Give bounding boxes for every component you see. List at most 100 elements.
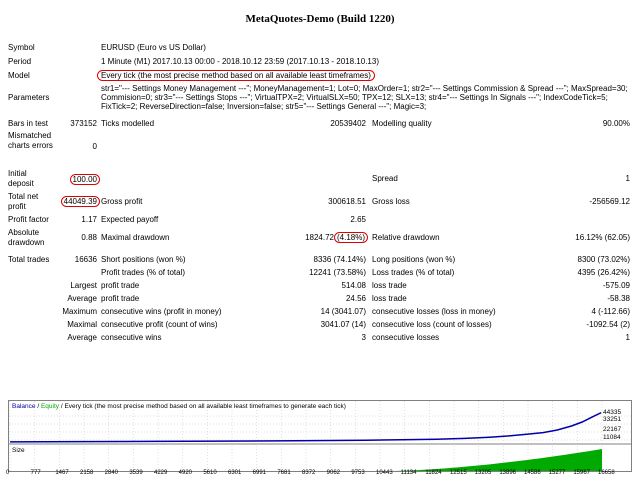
legend-rest: / Every tick (the most precise method ba… xyxy=(60,403,346,410)
x-tick-label: 777 xyxy=(30,470,41,476)
symbol-value: EURUSD (Euro vs US Dollar) xyxy=(101,43,206,52)
total-trades-label: Total trades xyxy=(8,255,50,264)
maximal-loss-label: consecutive loss (count of losses) xyxy=(372,320,492,329)
x-tick-label: 4920 xyxy=(178,470,193,476)
loss-trades-label: Loss trades (% of total) xyxy=(372,268,455,277)
largest-loss-label: loss trade xyxy=(372,281,407,290)
x-tick-label: 8372 xyxy=(302,470,316,476)
model-label: Model xyxy=(8,71,30,80)
avg-cons-losses-value: 1 xyxy=(625,333,630,342)
x-tick-label: 13205 xyxy=(474,470,492,476)
period-value: 1 Minute (M1) 2017.10.13 00:00 - 2018.10… xyxy=(101,57,379,66)
x-tick-label: 15277 xyxy=(548,470,566,476)
gross-profit-label: Gross profit xyxy=(101,197,143,206)
gross-loss-label: Gross loss xyxy=(372,197,410,206)
y-tick-2: 22167 xyxy=(603,426,622,433)
profit-factor-value: 1.17 xyxy=(81,215,97,224)
x-tick-label: 9753 xyxy=(351,470,365,476)
short-value: 8336 (74.14%) xyxy=(313,255,366,264)
x-tick-label: 6991 xyxy=(252,470,267,476)
avg-cons-wins-label: consecutive wins xyxy=(101,333,162,342)
deposit-label: Initial deposit xyxy=(8,169,34,188)
max-cons-wins-value: 14 (3041.07) xyxy=(320,307,366,316)
average-profit-label: profit trade xyxy=(101,294,140,303)
maximum-label: Maximum xyxy=(62,307,97,316)
bars-label: Bars in test xyxy=(8,119,49,128)
x-tick-label: 2158 xyxy=(80,470,94,476)
x-tick-label: 2840 xyxy=(104,470,119,476)
max-cons-wins-label: consecutive wins (profit in money) xyxy=(101,307,222,316)
expected-payoff-label: Expected payoff xyxy=(101,215,159,224)
size-histogram xyxy=(388,449,602,471)
size-label: Size xyxy=(12,447,25,454)
average-loss-value: -58.38 xyxy=(607,294,630,303)
symbol-label: Symbol xyxy=(8,43,35,52)
y-tick-3: 11084 xyxy=(603,434,621,441)
profit-trades-value: 12241 (73.58%) xyxy=(309,268,366,277)
long-value: 8300 (73.02%) xyxy=(577,255,630,264)
legend-sep: / xyxy=(37,403,40,410)
max-drawdown-label: Maximal drawdown xyxy=(101,233,170,242)
x-tick-label: 5610 xyxy=(203,470,217,476)
average-profit-value: 24.56 xyxy=(345,294,366,303)
report-title: MetaQuotes-Demo (Build 1220) xyxy=(245,13,395,25)
x-tick-label: 10443 xyxy=(376,470,393,476)
avg-cons-losses-label: consecutive losses xyxy=(372,333,440,342)
x-tick-label: 11134 xyxy=(400,470,417,476)
x-tick-label: 13896 xyxy=(499,470,517,476)
x-tick-label: 11824 xyxy=(425,470,442,476)
ticks-label: Ticks modelled xyxy=(101,119,155,128)
y-tick-1: 33251 xyxy=(603,416,622,423)
legend-balance: Balance xyxy=(12,403,36,410)
loss-trades-value: 4395 (26.42%) xyxy=(577,268,630,277)
legend-equity: Equity xyxy=(40,403,60,410)
quality-label: Modelling quality xyxy=(372,119,432,128)
mismatched-label: Mismatched charts errors xyxy=(8,131,53,150)
largest-profit-value: 514.08 xyxy=(341,281,366,290)
expected-payoff-value: 2.65 xyxy=(350,215,366,224)
x-tick-label: 1467 xyxy=(55,470,69,476)
max-drawdown-value: 1824.72 xyxy=(305,233,334,242)
max-cons-losses-value: 4 (-112.66) xyxy=(591,307,630,316)
profit-trades-label: Profit trades (% of total) xyxy=(101,268,186,277)
x-tick-label: 6301 xyxy=(228,470,242,476)
x-tick-label: 7681 xyxy=(277,470,291,476)
x-tick-label: 14586 xyxy=(524,470,541,476)
period-label: Period xyxy=(8,57,32,66)
avg-cons-wins-value: 3 xyxy=(361,333,366,342)
largest-profit-label: profit trade xyxy=(101,281,140,290)
x-tick-label: 16658 xyxy=(598,470,615,476)
average-label: Average xyxy=(67,294,97,303)
parameters-label: Parameters xyxy=(8,93,50,102)
deposit-value: 100.00 xyxy=(69,174,100,185)
average-loss-label: loss trade xyxy=(372,294,407,303)
netprofit-value: 44049.39 xyxy=(60,196,100,207)
spread-value: 1 xyxy=(625,174,630,183)
gross-profit-value: 300618.51 xyxy=(328,197,366,206)
max-drawdown-pct: (4.18%) xyxy=(334,232,369,243)
x-tick-label: 9062 xyxy=(326,470,341,476)
profit-factor-label: Profit factor xyxy=(8,215,49,224)
short-label: Short positions (won %) xyxy=(101,255,186,264)
ticks-value: 20539402 xyxy=(330,119,366,128)
x-tick-label: 3539 xyxy=(129,470,143,476)
abs-drawdown-label: Absolute drawdown xyxy=(8,228,45,247)
model-value: Every tick (the most precise method base… xyxy=(97,70,375,81)
max-cons-losses-label: consecutive losses (loss in money) xyxy=(372,307,496,316)
x-tick-label: 12515 xyxy=(450,470,467,476)
x-tick-label: 15967 xyxy=(573,470,591,476)
balance-chart xyxy=(8,400,632,472)
balance-line xyxy=(9,411,602,443)
rel-drawdown-label: Relative drawdown xyxy=(372,233,440,242)
mismatched-value: 0 xyxy=(92,142,97,151)
bars-value: 373152 xyxy=(70,119,97,128)
x-tick-label: 4229 xyxy=(154,470,168,476)
maximal-profit-value: 3041.07 (14) xyxy=(320,320,366,329)
maximal-profit-label: consecutive profit (count of wins) xyxy=(101,320,218,329)
abs-drawdown-value: 0.88 xyxy=(81,233,97,242)
quality-value: 90.00% xyxy=(602,119,630,128)
largest-label: Largest xyxy=(70,281,97,290)
netprofit-label: Total net profit xyxy=(8,192,39,211)
maximal-label: Maximal xyxy=(67,320,97,329)
parameters-value: str1="--- Settings Money Management ---"… xyxy=(101,84,628,111)
